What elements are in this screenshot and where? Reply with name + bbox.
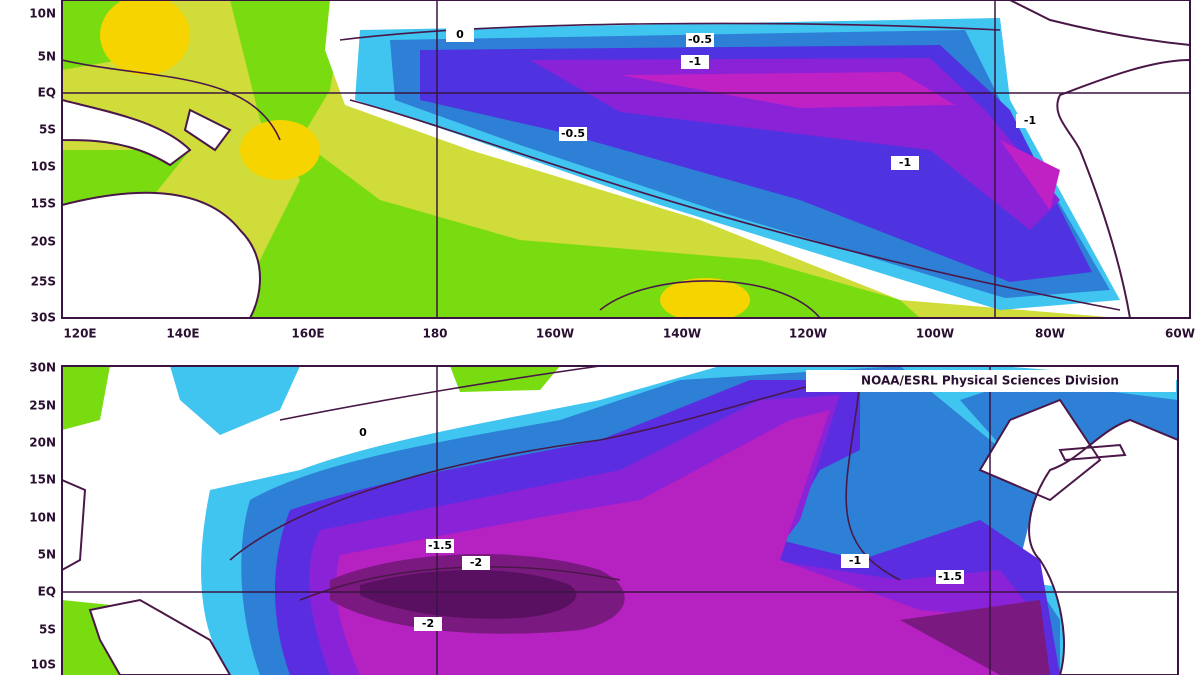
lat-label: 30N	[29, 361, 56, 375]
lon-label: 160W	[536, 327, 574, 341]
lon-label: 100W	[916, 327, 954, 341]
contour-label: -1	[689, 55, 701, 68]
lon-label: 80W	[1035, 327, 1065, 341]
lat-label: 25S	[31, 275, 56, 289]
lat-label: 5S	[39, 123, 56, 137]
bottom-frame	[61, 365, 1179, 675]
lat-label: EQ	[38, 585, 56, 599]
contour-label-bg	[936, 570, 964, 584]
contour-label-bg	[891, 156, 919, 170]
contour-label-bg	[686, 33, 714, 47]
lon-label: 60W	[1165, 327, 1195, 341]
contour-label-bg	[349, 426, 377, 440]
credit: NOAA/ESRL Physical Sciences Division	[861, 374, 1119, 388]
lat-label: 25N	[29, 399, 56, 413]
contour-label: 0	[456, 28, 464, 41]
contour-label: -1	[899, 156, 911, 169]
contour-label: -0.5	[688, 33, 712, 46]
contour-label-bg	[426, 539, 454, 553]
credit-box	[806, 370, 1176, 392]
contour-label-bg	[681, 55, 709, 69]
lon-label: 140W	[663, 327, 701, 341]
lat-label: 15S	[31, 197, 56, 211]
contour-label: -1.5	[938, 570, 962, 583]
lat-label: 20S	[31, 235, 56, 249]
contour-label-bg	[559, 127, 587, 141]
contour-label: -1	[849, 554, 861, 567]
contour-label-bg	[446, 28, 474, 42]
top-frame	[61, 0, 1191, 319]
lon-label: 180	[422, 327, 447, 341]
lon-label: 120W	[789, 327, 827, 341]
bottom-map	[62, 366, 1178, 675]
lon-label: 120E	[63, 327, 96, 341]
contour-label-bg	[1016, 114, 1044, 128]
lat-label: 10S	[31, 160, 56, 174]
lat-label: EQ	[38, 86, 56, 100]
contour-label: -1	[1024, 114, 1036, 127]
lon-label: 140E	[166, 327, 199, 341]
lat-label: 30S	[31, 311, 56, 325]
lat-label: 15N	[29, 473, 56, 487]
contour-label-bg	[414, 617, 442, 631]
lon-label: 160E	[291, 327, 324, 341]
contour-label: -2	[422, 617, 434, 630]
contour-label: 0	[359, 426, 367, 439]
contour-label-bg	[462, 556, 490, 570]
lat-label: 5N	[38, 50, 56, 64]
lat-label: 5N	[38, 548, 56, 562]
contour-label: -2	[470, 556, 482, 569]
lat-label: 20N	[29, 436, 56, 450]
contour-label-bg	[841, 554, 869, 568]
top-map	[62, 0, 1190, 318]
lat-label: 5S	[39, 623, 56, 637]
contour-label: -0.5	[561, 127, 585, 140]
lat-label: 10N	[29, 511, 56, 525]
lat-label: 10N	[29, 7, 56, 21]
contour-label: -1.5	[428, 539, 452, 552]
lat-label: 10S	[31, 658, 56, 672]
